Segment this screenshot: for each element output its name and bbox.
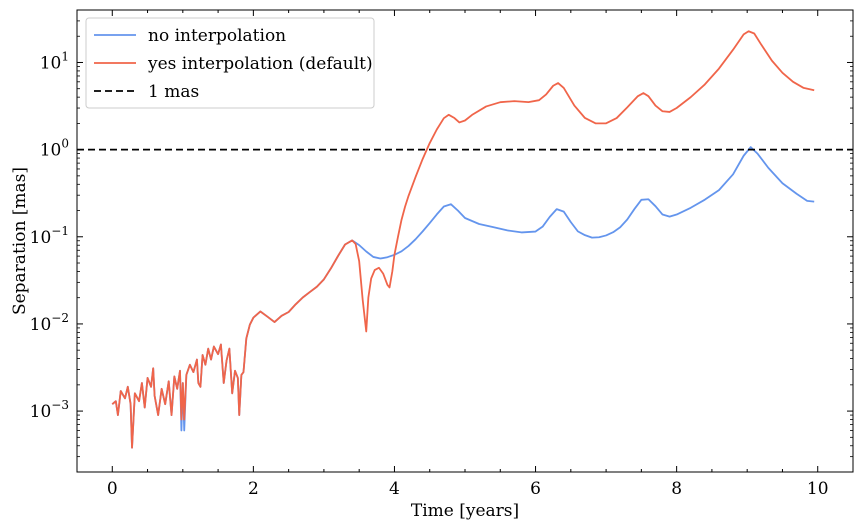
x-tick-label: 10 bbox=[807, 479, 829, 499]
legend-label: 1 mas bbox=[148, 82, 199, 102]
y-tick-label: 10−2 bbox=[30, 311, 69, 335]
series-line-yes-interpolation-default bbox=[111, 30, 815, 449]
legend-label: yes interpolation (default) bbox=[147, 54, 373, 74]
y-axis-label: Separation [mas] bbox=[10, 167, 30, 315]
y-tick-label: 101 bbox=[40, 49, 69, 73]
legend: no interpolation yes interpolation (defau… bbox=[85, 17, 375, 109]
y-tick-label: 10−3 bbox=[30, 398, 69, 422]
x-tick-label: 2 bbox=[248, 479, 259, 499]
plot-frame bbox=[76, 9, 854, 473]
x-axis-label: Time [years] bbox=[411, 501, 519, 521]
x-tick-label: 4 bbox=[389, 479, 400, 499]
legend-label: no interpolation bbox=[148, 26, 286, 46]
y-tick-label: 100 bbox=[40, 137, 69, 161]
x-tick-label: 8 bbox=[671, 479, 682, 499]
legend-box bbox=[85, 17, 375, 109]
x-tick-label: 6 bbox=[530, 479, 541, 499]
x-tick-label: 0 bbox=[107, 479, 118, 499]
y-tick-label: 10−1 bbox=[30, 224, 69, 248]
series-layer bbox=[77, 30, 853, 449]
